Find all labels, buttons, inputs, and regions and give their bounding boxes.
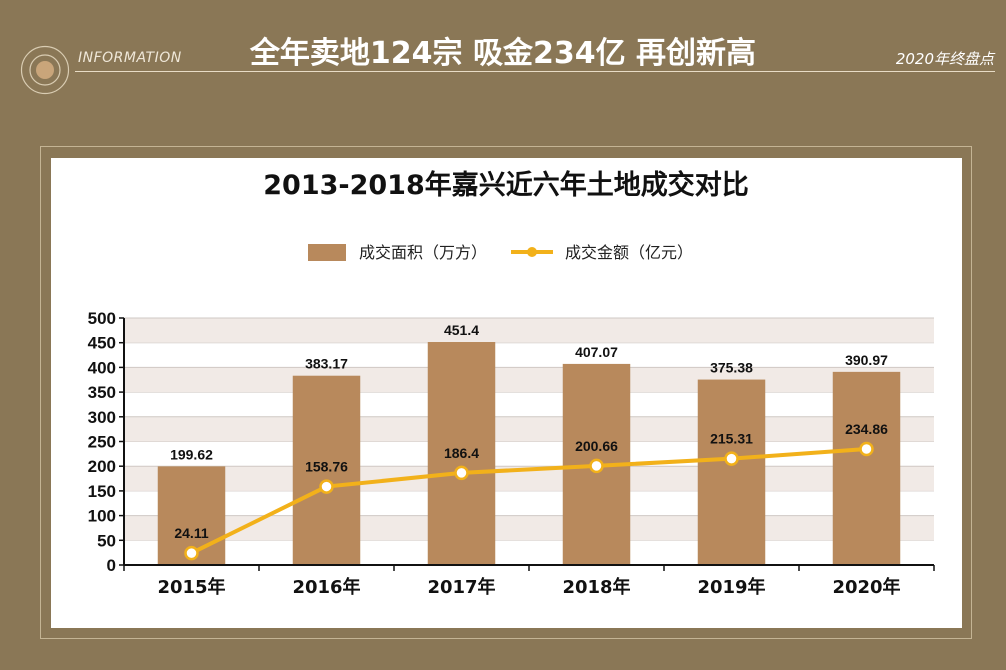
chart-card: 2013-2018年嘉兴近六年土地成交对比 成交面积（万方） 成交金额（亿元） … (51, 158, 962, 628)
bar-data-label: 375.38 (710, 360, 753, 376)
bar-data-label: 407.07 (575, 344, 618, 360)
line-data-label: 158.76 (305, 459, 348, 475)
y-tick-label: 300 (88, 408, 116, 427)
line-point (589, 458, 604, 474)
x-tick-label: 2015年 (157, 576, 225, 598)
logo-circle-icon (20, 45, 70, 95)
bar (427, 342, 496, 565)
y-tick-label: 100 (88, 507, 116, 526)
chart-title: 2013-2018年嘉兴近六年土地成交对比 (263, 169, 749, 201)
line-data-label: 186.4 (444, 445, 479, 461)
line-data-label: 234.86 (845, 421, 888, 437)
chart-svg: 2013-2018年嘉兴近六年土地成交对比 成交面积（万方） 成交金额（亿元） … (88, 169, 935, 598)
line-data-label: 200.66 (575, 438, 618, 454)
line-point (184, 545, 199, 561)
y-tick-label: 450 (88, 334, 116, 353)
line-point (724, 451, 739, 466)
bar-data-label: 390.97 (845, 352, 888, 368)
bar (292, 375, 361, 565)
y-tick-label: 200 (88, 457, 116, 476)
chart-frame (40, 146, 972, 639)
plot-area: 199.62 383.17 451.4 407.07 375.38 390.97 0 50 10… (88, 309, 935, 598)
bar-data-label: 451.4 (444, 322, 479, 338)
legend: 成交面积（万方） 成交金额（亿元） (308, 243, 693, 262)
grid-band (124, 318, 934, 343)
legend-line-label: 成交金额（亿元） (565, 243, 693, 262)
header-divider (75, 71, 995, 72)
bar-data-label: 199.62 (170, 446, 213, 462)
grid-band (124, 416, 934, 442)
x-tick-label: 2018年 (562, 576, 630, 598)
bar (697, 379, 766, 565)
y-tick-label: 150 (88, 482, 116, 501)
line-point (319, 479, 334, 494)
info-label: INFORMATION (78, 50, 182, 66)
legend-bar-label: 成交面积（万方） (359, 243, 487, 262)
bar-data-label: 383.17 (305, 356, 348, 372)
x-tick-label: 2017年 (427, 576, 495, 598)
x-tick-label: 2020年 (832, 576, 900, 598)
y-tick-label: 500 (88, 309, 116, 328)
page-title: 全年卖地124宗 吸金234亿 再创新高 (249, 36, 757, 71)
line-point (454, 465, 469, 481)
x-tick-label: 2019年 (697, 576, 765, 598)
page-header: INFORMATION 全年卖地124宗 吸金234亿 再创新高 2020年终盘… (0, 0, 1006, 100)
y-tick-label: 50 (97, 531, 116, 550)
header-subtitle: 2020年终盘点 (895, 50, 994, 68)
y-tick-label: 250 (88, 433, 116, 452)
line-data-label: 215.31 (710, 431, 753, 447)
bar (832, 371, 901, 565)
x-tick-label: 2016年 (292, 576, 360, 598)
legend-bar-swatch (308, 244, 346, 261)
y-tick-label: 400 (88, 358, 116, 377)
line-point (859, 441, 874, 457)
line-data-label: 24.11 (174, 525, 208, 541)
series-line (190, 446, 867, 555)
grid-band (124, 367, 934, 393)
y-tick-label: 0 (107, 556, 116, 575)
legend-line-marker (527, 247, 537, 257)
y-tick-label: 350 (88, 383, 116, 402)
